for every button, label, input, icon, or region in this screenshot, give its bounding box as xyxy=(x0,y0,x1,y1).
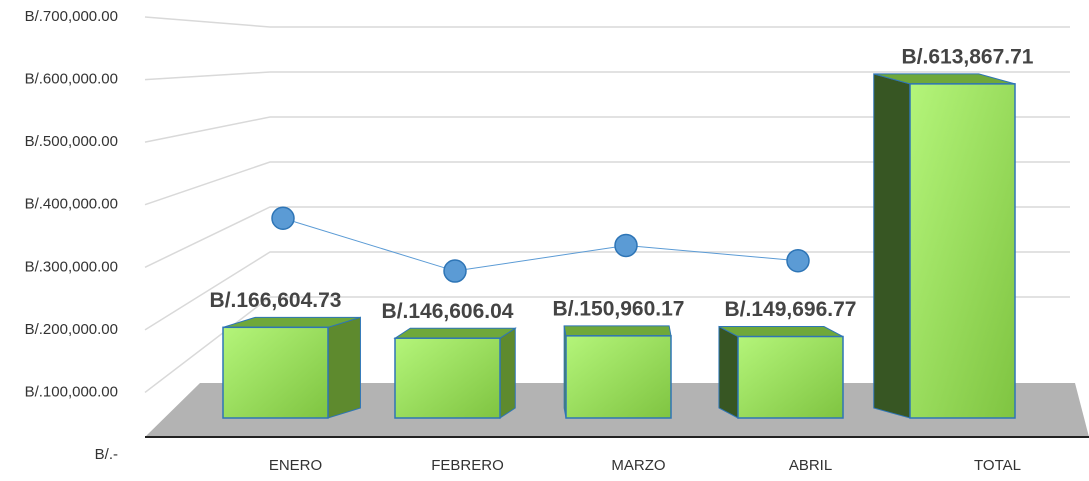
line xyxy=(282,217,799,272)
x-tick-label: ENERO xyxy=(269,457,322,474)
y-tick-label: B/.300,000.00 xyxy=(25,258,118,275)
bar-top xyxy=(718,326,844,338)
data-label: B/.166,604.73 xyxy=(210,289,342,312)
line-point xyxy=(786,248,810,273)
line-point xyxy=(271,206,295,230)
bar xyxy=(565,335,672,419)
bar xyxy=(909,83,1016,419)
grid-line xyxy=(144,71,1070,81)
bar xyxy=(737,335,844,419)
x-tick-label: ABRIL xyxy=(789,457,832,474)
y-tick-label: B/.100,000.00 xyxy=(25,383,118,400)
bar xyxy=(222,326,329,419)
y-tick-label: B/.- xyxy=(95,446,118,463)
line-point xyxy=(614,233,638,258)
bar-top xyxy=(563,325,672,337)
bar-side xyxy=(718,325,739,419)
y-tick-label: B/.600,000.00 xyxy=(25,71,118,88)
bar-side xyxy=(327,316,361,419)
y-tick-label: B/.500,000.00 xyxy=(25,133,118,150)
data-label: B/.149,696.77 xyxy=(725,298,857,321)
y-tick-label: B/.400,000.00 xyxy=(25,196,118,213)
grid-line xyxy=(144,16,1070,28)
bar-side xyxy=(873,73,911,419)
x-tick-label: MARZO xyxy=(611,457,665,474)
y-tick-label: B/.200,000.00 xyxy=(25,321,118,338)
bar-top xyxy=(393,327,517,339)
grid-line xyxy=(144,206,1070,268)
bar xyxy=(394,337,501,419)
data-label: B/.613,867.71 xyxy=(902,45,1034,68)
x-tick-label: FEBRERO xyxy=(431,457,504,474)
grid-line xyxy=(144,116,1070,143)
grid-line xyxy=(144,161,1070,206)
data-label: B/.150,960.17 xyxy=(553,297,685,320)
data-label: B/.146,606.04 xyxy=(382,300,514,323)
y-tick-label: B/.700,000.00 xyxy=(25,8,118,25)
line-point xyxy=(443,259,467,283)
x-tick-label: TOTAL xyxy=(974,457,1021,474)
grid-line xyxy=(144,296,1070,394)
bar-side xyxy=(499,327,516,419)
